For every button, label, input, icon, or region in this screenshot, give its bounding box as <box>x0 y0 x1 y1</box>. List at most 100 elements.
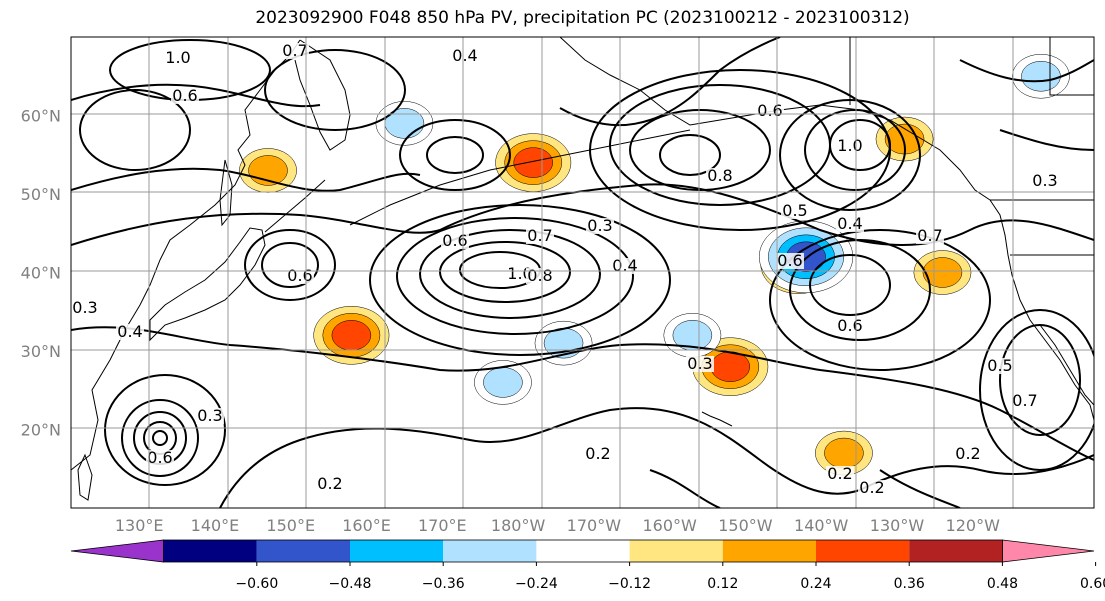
pv-contour <box>264 49 406 131</box>
contour-label-bg <box>858 480 886 496</box>
lon-tick-label: 160°E <box>342 516 391 535</box>
lon-tick-label: 170°E <box>418 516 467 535</box>
colorbar-tick-label: 0.60 <box>1080 576 1105 592</box>
contour-label-bg <box>954 446 982 462</box>
precip-anomaly-blob <box>710 351 751 382</box>
lon-tick-label: 150°W <box>718 516 773 535</box>
contour-label-bg <box>986 358 1014 374</box>
colorbar-segment <box>350 540 444 562</box>
colorbar-tick-label: −0.60 <box>235 576 278 592</box>
contour-label-bg <box>686 356 714 372</box>
colorbar-segment <box>722 540 816 562</box>
contour-label: 0.3 <box>72 298 97 317</box>
pv-contour <box>979 309 1094 471</box>
contour-label: 0.5 <box>782 201 807 220</box>
contour-label-bg <box>836 318 864 334</box>
precip-anomaly-blob <box>331 320 372 351</box>
pv-contour <box>659 134 721 176</box>
pv-contour <box>426 136 484 174</box>
contour-label: 0.2 <box>955 444 980 463</box>
pv-contour <box>829 119 891 171</box>
pv-contour <box>121 399 199 477</box>
contour-label: 0.8 <box>527 266 552 285</box>
contour-label: 0.6 <box>287 266 312 285</box>
contour-label-bg <box>441 233 469 249</box>
contour-label-bg <box>526 228 554 244</box>
pv-contour <box>439 241 571 303</box>
contour-label-bg <box>584 446 612 462</box>
pv-contour <box>71 83 321 108</box>
longitude-tick-labels: 130°E 140°E 150°E 160°E 170°E 180°W 170°W 160°W… <box>115 516 1000 535</box>
gridlines <box>71 37 1094 508</box>
contour-label: 1.0 <box>837 136 862 155</box>
precip-anomaly-blob <box>1021 61 1061 92</box>
contour-label: 0.4 <box>837 214 862 233</box>
pv-contour <box>999 324 1081 436</box>
figure-title: 2023092900 F048 850 hPa PV, precipitatio… <box>255 8 910 28</box>
pv-contour <box>879 469 961 508</box>
contour-label-bg <box>611 258 639 274</box>
contour-label-bg <box>826 466 854 482</box>
contour-label-bg <box>164 50 192 66</box>
contour-label: 0.3 <box>197 406 222 425</box>
pv-contour <box>804 109 906 191</box>
colorbar-tick-label: 0.12 <box>707 576 738 592</box>
precip-anomaly-blob <box>483 367 523 398</box>
contour-label-bg <box>706 168 734 184</box>
colorbar-segment <box>816 540 910 562</box>
colorbar-segment <box>443 540 537 562</box>
lat-tick-label: 30°N <box>21 342 61 361</box>
lon-tick-label: 180°W <box>491 516 546 535</box>
lat-tick-label: 60°N <box>21 107 61 126</box>
coastline-north-america <box>989 199 1094 421</box>
coastline-sakhalin <box>219 159 233 227</box>
colorbar-tick-label: −0.12 <box>608 576 651 592</box>
pv-contour <box>104 374 226 486</box>
coastline-hawaii <box>701 411 733 427</box>
coastline-kamchatka <box>294 39 351 151</box>
lat-tick-label: 40°N <box>21 264 61 283</box>
contour-label: 0.7 <box>917 226 942 245</box>
contour-label: 0.7 <box>527 226 552 245</box>
colorbar-tick-labels: −0.60 −0.48 −0.36 −0.24 −0.12 0.12 0.24 0.36 0.4… <box>235 562 1105 592</box>
pv-contour <box>399 119 511 191</box>
pv-contour <box>779 99 921 211</box>
contour-label-bg <box>526 268 554 284</box>
contour-label-bg <box>71 300 99 316</box>
contour-label-bg <box>586 218 614 234</box>
colorbar-tick-label: −0.48 <box>329 576 372 592</box>
contour-label-bg <box>781 203 809 219</box>
contour-label: 0.6 <box>837 316 862 335</box>
pv-contour <box>261 242 319 288</box>
coastline-asia <box>71 39 301 471</box>
contour-label: 1.0 <box>165 48 190 67</box>
contour-label-bg <box>451 48 479 64</box>
colorbar-segment <box>909 540 1003 562</box>
colorbar-extend-low <box>70 539 165 563</box>
lon-tick-label: 170°W <box>567 516 622 535</box>
contour-label: 0.2 <box>859 478 884 497</box>
pv-contour <box>959 59 1094 83</box>
coastline-baja <box>1039 324 1094 406</box>
precipitation-shading <box>239 54 1070 476</box>
contour-label-bg <box>116 324 144 340</box>
contour-label: 0.3 <box>687 354 712 373</box>
lat-tick-label: 20°N <box>21 421 61 440</box>
contour-label: 0.3 <box>1032 171 1057 190</box>
contour-label: 0.2 <box>827 464 852 483</box>
contour-label-bg <box>146 450 174 466</box>
lon-tick-label: 130°E <box>115 516 164 535</box>
map-frame <box>70 36 1095 509</box>
pv-contour <box>396 217 634 335</box>
latitude-tick-labels: 60°N 50°N 40°N 30°N 20°N <box>21 107 61 440</box>
pv-contour <box>649 469 721 508</box>
colorbar-segment <box>256 540 350 562</box>
pv-contour <box>419 229 601 319</box>
contour-label-bg <box>281 43 309 59</box>
pv-contour <box>629 109 771 191</box>
contour-label-bg <box>916 228 944 244</box>
contour-label-bg <box>171 88 199 104</box>
colorbar-tick-label: 0.24 <box>800 576 831 592</box>
pv-contour <box>369 204 671 356</box>
